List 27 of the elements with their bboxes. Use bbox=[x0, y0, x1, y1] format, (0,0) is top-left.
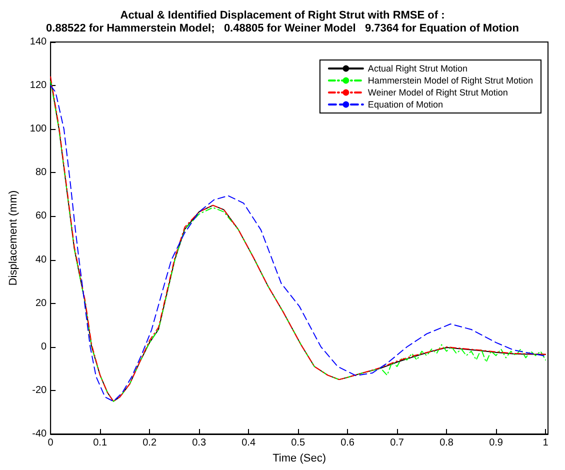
x-tick-label: 0.2 bbox=[142, 438, 157, 448]
x-tick-label: 0.1 bbox=[93, 438, 108, 448]
x-tick-label: 0.4 bbox=[242, 438, 256, 448]
y-tick-label: 20 bbox=[35, 298, 48, 309]
y-tick-label: 60 bbox=[35, 210, 48, 222]
y-tick-label: 80 bbox=[35, 167, 48, 178]
y-tick-label: -40 bbox=[32, 428, 48, 440]
x-tick-label: 0.3 bbox=[192, 438, 206, 448]
x-tick-label: 0.9 bbox=[489, 438, 504, 448]
x-tick-label: 0.7 bbox=[390, 438, 404, 448]
x-axis-title: Time (Sec) bbox=[272, 452, 326, 464]
legend-label: Equation of Motion bbox=[368, 100, 443, 110]
legend-label: Hammerstein Model of Right Strut Motion bbox=[368, 76, 534, 86]
x-tick-label: 0.6 bbox=[340, 438, 355, 448]
y-tick-label: 120 bbox=[30, 80, 48, 92]
y-tick-label: -20 bbox=[32, 384, 48, 396]
x-tick-label: 0.5 bbox=[291, 438, 306, 448]
x-tick-label: 1 bbox=[542, 438, 549, 448]
chart-title: Actual & Identified Displacement of Right Strut with RMSE of : 0.88522 for Hammerstein Model; 0.48805 for Weiner Model 9.7364 for Equation of Motion bbox=[46, 10, 520, 34]
y-tick-label: 100 bbox=[30, 124, 48, 135]
y-tick-label: 0 bbox=[41, 341, 48, 352]
x-tick-label: 0.8 bbox=[440, 438, 454, 448]
y-tick-label: 140 bbox=[30, 36, 48, 48]
legend-label: Weiner Model of Right Strut Motion bbox=[368, 88, 508, 98]
y-axis-title: Displacement (mm) bbox=[8, 190, 20, 286]
legend-label: Actual Right Strut Motion bbox=[368, 64, 468, 74]
y-tick-label: 40 bbox=[35, 254, 48, 266]
